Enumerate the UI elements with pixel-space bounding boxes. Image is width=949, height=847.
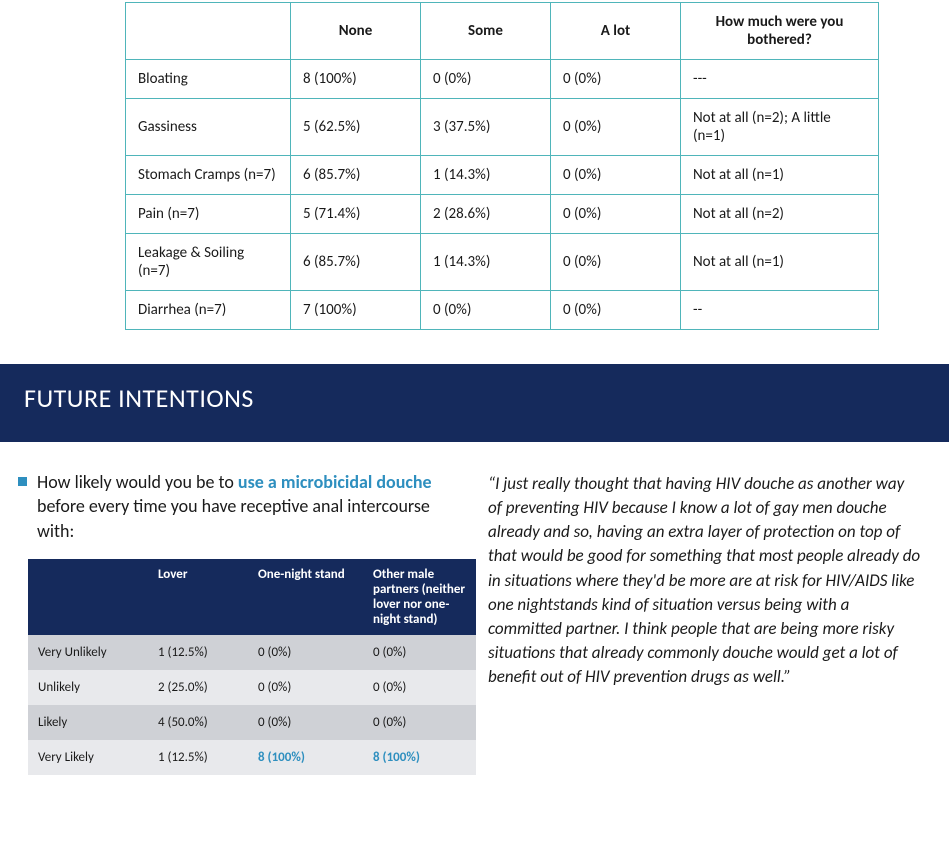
table-row: Gassiness5 (62.5%)3 (37.5%)0 (0%)Not at … <box>126 99 879 156</box>
bullet-item: How likely would you be to use a microbi… <box>18 470 466 543</box>
intentions-row-label: Very Likely <box>28 740 148 775</box>
bullet-text: How likely would you be to use a microbi… <box>37 470 466 543</box>
table-row: Very Likely1 (12.5%)8 (100%)8 (100%) <box>28 740 476 775</box>
symptom-row-label: Gassiness <box>126 99 291 156</box>
symptom-cell-some: 2 (28.6%) <box>421 195 551 234</box>
intentions-cell-lover: 1 (12.5%) <box>148 635 248 670</box>
intentions-header-row: Lover One-night stand Other male partner… <box>28 559 476 635</box>
intentions-th-ons: One-night stand <box>248 559 363 635</box>
bullet-pre: How likely would you be to <box>37 471 238 493</box>
intentions-row-label: Unlikely <box>28 670 148 705</box>
symptom-cell-bothered: -- <box>681 291 879 330</box>
symptom-cell-bothered: Not at all (n=2) <box>681 195 879 234</box>
table-row: Diarrhea (n=7)7 (100%)0 (0%)0 (0%)-- <box>126 291 879 330</box>
symptom-cell-alot: 0 (0%) <box>551 99 681 156</box>
intentions-cell-other: 0 (0%) <box>363 670 476 705</box>
symptom-cell-alot: 0 (0%) <box>551 156 681 195</box>
symptom-cell-alot: 0 (0%) <box>551 195 681 234</box>
left-column: How likely would you be to use a microbi… <box>18 470 466 775</box>
symptom-th-some: Some <box>421 3 551 60</box>
bullet-highlight: use a microbicidal douche <box>238 471 432 493</box>
symptom-cell-none: 7 (100%) <box>291 291 421 330</box>
table-row: Unlikely2 (25.0%)0 (0%)0 (0%) <box>28 670 476 705</box>
symptom-row-label: Bloating <box>126 60 291 99</box>
symptom-row-label: Leakage & Soiling (n=7) <box>126 234 291 291</box>
right-column: “I just really thought that having HIV d… <box>488 470 921 775</box>
table-row: Bloating8 (100%)0 (0%)0 (0%)--- <box>126 60 879 99</box>
symptom-cell-some: 0 (0%) <box>421 60 551 99</box>
intentions-cell-ons: 0 (0%) <box>248 670 363 705</box>
symptom-cell-bothered: Not at all (n=1) <box>681 156 879 195</box>
table-row: Stomach Cramps (n=7)6 (85.7%)1 (14.3%)0 … <box>126 156 879 195</box>
symptom-cell-alot: 0 (0%) <box>551 291 681 330</box>
table-row: Leakage & Soiling (n=7)6 (85.7%)1 (14.3%… <box>126 234 879 291</box>
intentions-cell-other: 8 (100%) <box>363 740 476 775</box>
symptom-cell-none: 5 (62.5%) <box>291 99 421 156</box>
symptom-cell-alot: 0 (0%) <box>551 60 681 99</box>
symptom-cell-bothered: --- <box>681 60 879 99</box>
lower-section: How likely would you be to use a microbi… <box>0 470 949 795</box>
symptom-cell-none: 5 (71.4%) <box>291 195 421 234</box>
symptom-cell-none: 8 (100%) <box>291 60 421 99</box>
intentions-row-label: Likely <box>28 705 148 740</box>
symptom-cell-some: 0 (0%) <box>421 291 551 330</box>
intentions-cell-ons: 8 (100%) <box>248 740 363 775</box>
intentions-th-blank <box>28 559 148 635</box>
symptom-cell-alot: 0 (0%) <box>551 234 681 291</box>
bullet-post: before every time you have receptive ana… <box>37 495 430 541</box>
intentions-row-label: Very Unlikely <box>28 635 148 670</box>
symptom-cell-none: 6 (85.7%) <box>291 156 421 195</box>
symptom-table-container: None Some A lot How much were you bother… <box>0 0 949 350</box>
intentions-cell-ons: 0 (0%) <box>248 705 363 740</box>
participant-quote: “I just really thought that having HIV d… <box>488 470 921 689</box>
intentions-cell-lover: 4 (50.0%) <box>148 705 248 740</box>
symptom-row-label: Stomach Cramps (n=7) <box>126 156 291 195</box>
intentions-cell-other: 0 (0%) <box>363 705 476 740</box>
table-row: Very Unlikely1 (12.5%)0 (0%)0 (0%) <box>28 635 476 670</box>
section-banner: FUTURE INTENTIONS <box>0 364 949 442</box>
symptom-table: None Some A lot How much were you bother… <box>125 2 879 330</box>
symptom-table-header-row: None Some A lot How much were you bother… <box>126 3 879 60</box>
page-root: None Some A lot How much were you bother… <box>0 0 949 795</box>
symptom-th-bothered: How much were you bothered? <box>681 3 879 60</box>
symptom-cell-some: 3 (37.5%) <box>421 99 551 156</box>
intentions-th-other: Other male partners (neither lover nor o… <box>363 559 476 635</box>
symptom-row-label: Diarrhea (n=7) <box>126 291 291 330</box>
intentions-table: Lover One-night stand Other male partner… <box>28 559 476 775</box>
symptom-row-label: Pain (n=7) <box>126 195 291 234</box>
intentions-cell-lover: 1 (12.5%) <box>148 740 248 775</box>
symptom-cell-none: 6 (85.7%) <box>291 234 421 291</box>
intentions-cell-lover: 2 (25.0%) <box>148 670 248 705</box>
intentions-cell-ons: 0 (0%) <box>248 635 363 670</box>
symptom-cell-some: 1 (14.3%) <box>421 234 551 291</box>
symptom-th-blank <box>126 3 291 60</box>
symptom-cell-bothered: Not at all (n=2); A little (n=1) <box>681 99 879 156</box>
symptom-cell-some: 1 (14.3%) <box>421 156 551 195</box>
table-row: Likely4 (50.0%)0 (0%)0 (0%) <box>28 705 476 740</box>
symptom-th-alot: A lot <box>551 3 681 60</box>
intentions-th-lover: Lover <box>148 559 248 635</box>
banner-text: FUTURE INTENTIONS <box>24 382 254 414</box>
symptom-th-none: None <box>291 3 421 60</box>
symptom-cell-bothered: Not at all (n=1) <box>681 234 879 291</box>
bullet-square-icon <box>18 477 27 486</box>
table-row: Pain (n=7)5 (71.4%)2 (28.6%)0 (0%)Not at… <box>126 195 879 234</box>
intentions-cell-other: 0 (0%) <box>363 635 476 670</box>
